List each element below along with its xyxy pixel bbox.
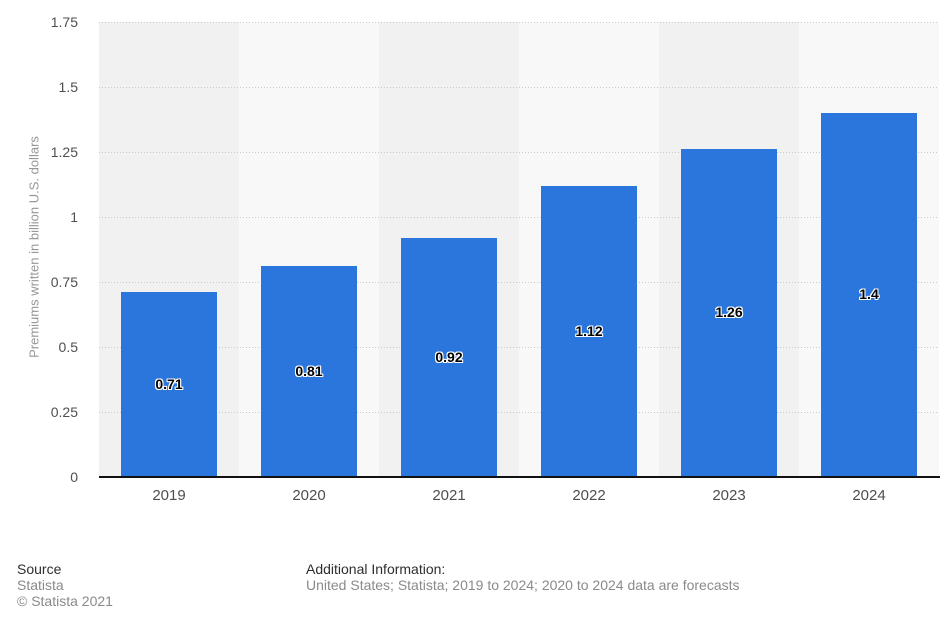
gridline-1.25 [99,152,939,153]
source-name: Statista [17,577,64,593]
bar-2023: 1.26 [681,149,777,477]
bar-2022: 1.12 [541,186,637,477]
bar-2020: 0.81 [261,266,357,477]
bar-value-label-2021: 0.92 [435,348,463,365]
gridline-0.75 [99,282,939,283]
y-tick-label-0.25: 0.25 [50,404,78,420]
gridline-1 [99,217,939,218]
x-tick-label-2023: 2023 [712,487,746,504]
y-tick-label-1.5: 1.5 [58,79,78,95]
bar-value-label-2024: 1.4 [859,286,879,302]
x-tick-label-2019: 2019 [152,487,186,504]
y-tick-label-0.75: 0.75 [50,274,78,290]
footer-additional-block: Additional Information: United States; S… [306,561,740,593]
bar-2019: 0.71 [121,292,217,477]
x-tick-label-2024: 2024 [852,487,886,504]
gridline-1.5 [99,87,939,88]
source-label: Source [17,561,62,577]
bar-value-label-2020: 0.81 [295,362,323,379]
y-tick-label-1: 1 [70,209,78,225]
y-tick-label-0: 0 [70,469,78,485]
y-axis-title: Premiums written in billion U.S. dollars [26,136,42,358]
bar-value-label-2019: 0.71 [155,375,183,392]
additional-info-text: United States; Statista; 2019 to 2024; 2… [306,577,740,593]
footer-source-block: Source Statista © Statista 2021 [17,561,113,609]
y-tick-label-0.5: 0.5 [58,339,78,355]
gridline-0.25 [99,412,939,413]
y-tick-label-1.75: 1.75 [50,14,78,30]
copyright-notice: © Statista 2021 [17,593,113,609]
gridline-1.75 [99,22,939,23]
x-tick-label-2022: 2022 [572,487,606,504]
bar-value-label-2023: 1.26 [715,304,743,320]
x-tick-label-2021: 2021 [432,487,466,504]
plot-area: 0.71 0.81 0.92 1.12 1.26 1.4 [99,22,939,477]
additional-info-label: Additional Information: [306,561,446,577]
x-axis-line [99,476,940,478]
bar-2024: 1.4 [821,113,917,477]
bar-2021: 0.92 [401,238,497,477]
bar-value-label-2022: 1.12 [575,322,603,339]
x-tick-label-2020: 2020 [292,487,326,504]
y-tick-label-1.25: 1.25 [50,144,78,160]
gridline-0.5 [99,347,939,348]
